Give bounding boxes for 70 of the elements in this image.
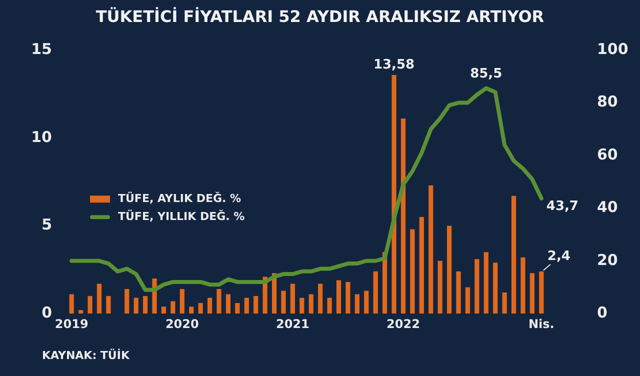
bar [124,289,130,314]
bar [235,303,240,314]
bar [318,284,323,314]
legend-label: TÜFE, YILLIK DEĞ. % [118,209,245,224]
bar [308,294,314,314]
y2-tick-label: 60 [597,145,618,164]
y-tick-label: 5 [42,216,52,234]
data-label: 2,4 [547,248,570,264]
x-tick-label: 2020 [165,316,199,331]
data-label: 13,58 [373,57,415,72]
bar [180,289,184,314]
bar [456,271,461,314]
bar [520,257,526,314]
y2-tick-label: 20 [597,250,618,269]
x-tick-label: 2021 [276,316,310,331]
bar [142,296,148,314]
y2-tick-label: 80 [597,92,618,111]
bar [400,118,406,314]
bar [493,262,498,314]
bar [281,290,286,314]
chart-title: TÜKETİCİ FİYATLARI 52 AYDIR ARALIKSIZ ARTIYOR [96,7,544,26]
bar [364,290,369,314]
bar [530,273,534,314]
bar [134,298,138,314]
x-tick-label: 2019 [54,316,88,331]
bar [346,282,350,314]
data-label: 43,7 [546,198,578,214]
y-tick-label: 10 [31,128,52,146]
bar [428,185,434,314]
bar [198,303,203,314]
bar [392,74,396,314]
bar [474,259,480,314]
y2-tick-label: 0 [597,303,608,322]
bar [373,271,378,314]
bar [216,289,222,314]
bar [254,296,258,314]
bar [161,306,166,314]
bar [300,298,304,314]
bar [106,296,111,314]
bar [336,280,342,314]
bar [419,216,424,314]
bar [465,287,470,314]
bar [502,292,507,314]
legend-label: TÜFE, AYLIK DEĞ. % [118,191,242,206]
bar [226,294,231,314]
x-tick-label: 2022 [386,316,420,331]
bar [69,294,74,314]
bar [354,294,360,314]
data-label: 85,5 [470,66,502,82]
bar [539,271,544,314]
bar [88,296,92,314]
y-tick-label: 15 [31,40,52,58]
bar [170,301,176,314]
bar [244,298,249,314]
y2-tick-label: 100 [597,40,628,58]
bar [189,306,194,314]
bar [207,298,212,314]
bar [410,229,415,314]
bar [446,226,452,314]
bar [484,252,488,314]
bar [78,310,84,314]
bar [327,298,332,314]
text: KAYNAK: TÜİK [42,348,130,362]
bar [96,284,102,314]
bar [438,260,442,314]
x-tick-label: Nis. [528,316,554,331]
bar [511,196,516,314]
y2-tick-label: 40 [597,198,618,216]
y-tick-label: 0 [42,303,52,322]
bar [290,284,295,314]
